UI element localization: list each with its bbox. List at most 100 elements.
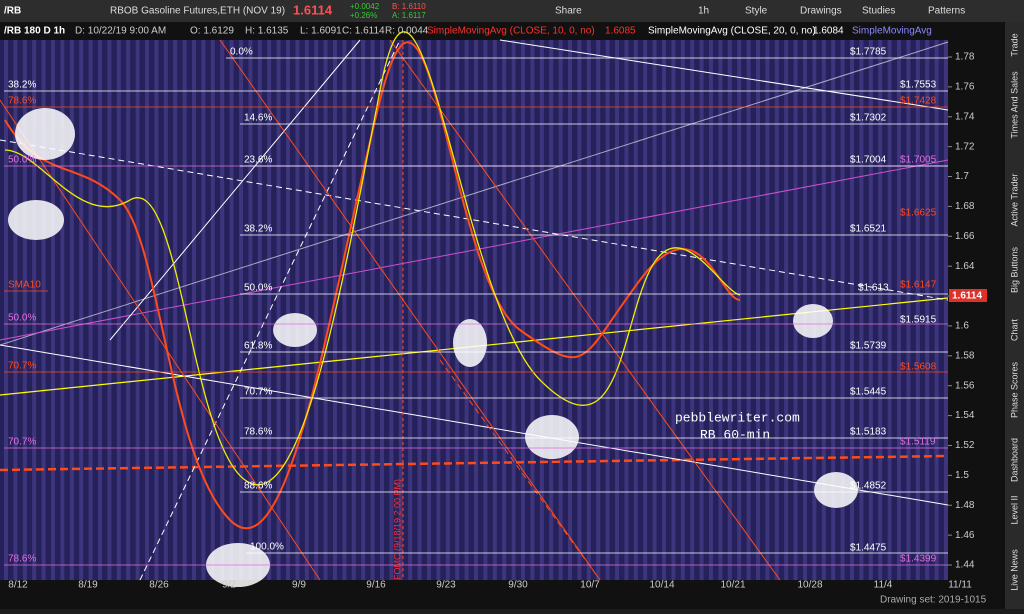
price-label: $1.7302 [850,113,887,124]
event-label: FOMC (9/18/19 2:00 PM) [392,479,402,580]
session-stripe [671,40,676,580]
session-stripe [229,40,234,580]
session-stripe [483,40,488,580]
session-stripe [709,40,713,580]
price-label: $1.5739 [850,341,887,352]
sidebar-tab[interactable]: Trade [1009,33,1019,56]
fib-label: 38.2% [244,224,272,235]
sidebar-tab[interactable]: Dashboard [1009,438,1019,482]
ohlc-open: O: 1.6129 [190,26,234,37]
drawing-set[interactable]: Drawing set: 2019-1015 [880,595,987,606]
fib-label: 70.7% [244,387,272,398]
session-stripe [474,40,478,580]
symbol[interactable]: /RB [4,6,21,17]
session-stripe [201,40,206,580]
session-stripe [398,40,403,580]
price-label: $1.7005 [900,155,937,166]
session-stripe [549,40,554,580]
session-stripe [351,40,356,580]
sidebar-tab[interactable]: Phase Scores [1009,361,1019,418]
fib-label: 70.7% [8,361,36,372]
price-label: $1.5608 [900,362,937,373]
fib-label: 88.6% [244,481,272,492]
x-tick-label: 9/9 [292,580,306,591]
toolbar-button[interactable]: 1h [698,6,709,17]
session-stripe [60,40,65,580]
session-stripe [643,40,648,580]
x-tick-label: 9/2 [222,580,236,591]
session-stripe [257,40,262,580]
last-price: 1.6114 [293,2,333,17]
ohlc-low: L: 1.6091 [300,26,342,37]
session-stripe [652,40,657,580]
session-stripe [389,40,394,580]
watermark: RB 60-min [700,427,770,442]
y-tick-label: 1.44 [955,560,975,571]
current-price: 1.6114 [952,291,982,302]
session-stripe [737,40,742,580]
x-tick-label: 11/4 [874,580,893,591]
session-stripe [69,40,74,580]
price-label: $1.6147 [900,280,937,291]
toolbar-button[interactable]: Studies [862,6,895,17]
price-label: $1.7004 [850,155,887,166]
session-stripe [727,40,732,580]
session-stripe [511,40,516,580]
chart-title: /RB 180 D 1h [4,26,65,37]
x-tick-label: 10/14 [649,580,674,591]
price-label: $1.7428 [900,96,937,107]
y-tick-label: 1.46 [955,530,975,541]
sidebar-tab[interactable]: Times And Sales [1009,71,1019,139]
study-value: 1.6084 [813,26,844,37]
session-stripe [492,40,497,580]
session-stripe [32,40,37,580]
y-tick-label: 1.74 [955,111,975,122]
session-stripe [436,40,441,580]
sidebar-tab[interactable]: Live News [1009,549,1019,591]
price-label: $1.5119 [900,437,936,448]
sidebar-tab[interactable]: Chart [1009,319,1019,342]
toolbar-button[interactable]: Drawings [800,6,842,17]
x-tick-label: 10/21 [720,580,745,591]
session-stripe [98,40,102,580]
session-stripe [765,40,770,580]
fib-label: 50.0% [8,313,36,324]
session-stripe [774,40,779,580]
sidebar-tab[interactable]: Big Buttons [1009,246,1019,293]
x-tick-label: 10/28 [797,580,822,591]
sidebar-tab[interactable]: Level II [1009,495,1019,524]
y-tick-label: 1.6 [955,321,969,332]
session-stripe [13,40,18,580]
y-tick-label: 1.76 [955,82,975,93]
session-stripe [915,40,920,580]
session-stripe [79,40,84,580]
toolbar-button[interactable]: Share [555,6,582,17]
session-stripe [427,40,431,580]
sidebar-tab[interactable]: Active Trader [1009,173,1019,226]
fib-label: 100.0% [250,542,284,553]
ohlc-range: R: 0.0044 [385,26,429,37]
fib-label: 23.6% [244,155,272,166]
session-stripe [840,40,845,580]
study-name: SimpleMovingAvg [852,26,932,37]
session-stripe [304,40,309,580]
fib-label: 50.0% [244,283,272,294]
toolbar-button[interactable]: Patterns [928,6,965,17]
ask: A: 1.6117 [392,11,426,20]
y-tick-label: 1.5 [955,470,969,481]
session-stripe [145,40,149,580]
y-tick-label: 1.58 [955,350,975,361]
x-tick-label: 8/12 [8,580,28,591]
fib-label: SMA10 [8,280,41,291]
toolbar-button[interactable]: Style [745,6,768,17]
session-stripe [220,40,225,580]
session-stripe [699,40,704,580]
price-label: $1.4852 [850,481,887,492]
session-stripe [239,40,243,580]
x-tick-label: 9/30 [508,580,528,591]
session-stripe [248,40,253,580]
y-tick-label: 1.48 [955,500,975,511]
session-stripe [680,40,685,580]
y-tick-label: 1.78 [955,52,975,63]
